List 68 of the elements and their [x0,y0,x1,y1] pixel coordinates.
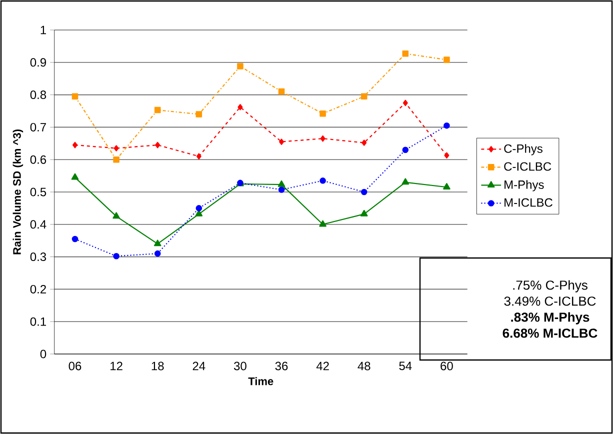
x-tick-label: 12 [110,362,122,370]
text: .83% M-Phys [511,312,590,324]
point [362,140,367,146]
point [278,186,285,193]
point [113,253,120,260]
point [402,146,409,154]
point [237,63,244,70]
point [402,50,409,57]
point [444,122,450,129]
point [360,210,368,216]
point [320,178,326,184]
point [112,212,120,219]
point [72,93,78,100]
point [196,153,202,160]
y-tick-label: 0.7 [30,122,46,132]
y-tick-label: 0.5 [30,188,46,196]
x-tick-label: 18 [152,362,164,370]
point [196,205,202,212]
point [278,180,286,187]
legend-label: C-ICLBC [504,162,552,171]
x-tick-label: 42 [316,362,329,370]
y-tick-label: 0.2 [30,284,46,294]
x-axis-title: Time [248,377,274,386]
x-tick-label: 60 [440,362,453,370]
point [278,88,285,95]
x-tick-label: 54 [399,362,412,370]
y-tick-label: 0 [40,350,46,358]
point [72,236,78,242]
point [319,220,326,227]
point [360,188,368,196]
y-tick-label: 0.9 [30,58,46,67]
point [154,240,162,246]
y-tick-label: 0.1 [30,317,46,326]
point [320,135,326,142]
legend-label: M-ICLBC [504,198,552,207]
point [155,142,160,148]
point [154,250,161,257]
text: 3.49% C-ICLBC [504,296,596,306]
y-tick-label: 1 [40,26,46,34]
point [320,110,326,117]
y-tick-label: 0.6 [30,155,46,164]
point [402,100,408,106]
point [114,145,119,152]
point [154,106,161,114]
point [444,152,450,159]
point [402,178,410,185]
legend-label: M-Phys [504,180,544,192]
point [72,142,78,148]
point [238,104,243,110]
y-tick-label: 0.3 [30,252,46,262]
point [443,183,450,190]
x-tick-label: 24 [192,362,206,370]
point [71,173,79,180]
point [360,93,368,100]
y-axis-title: Rain Volume SD (km ^3) [12,130,24,254]
x-tick-label: 36 [275,362,288,370]
point [113,156,120,163]
point [196,111,202,118]
x-tick-label: 06 [68,362,82,370]
y-tick-label: 0.8 [30,90,46,100]
legend-label: C-Phys [504,144,542,156]
y-tick-label: 0.4 [30,220,46,229]
point [279,138,284,145]
x-tick-label: 48 [358,362,370,370]
x-tick-label: 30 [234,362,246,370]
text: 6.68% M-ICLBC [502,328,598,338]
point [444,56,450,63]
text: .75% C-Phys [513,280,588,292]
